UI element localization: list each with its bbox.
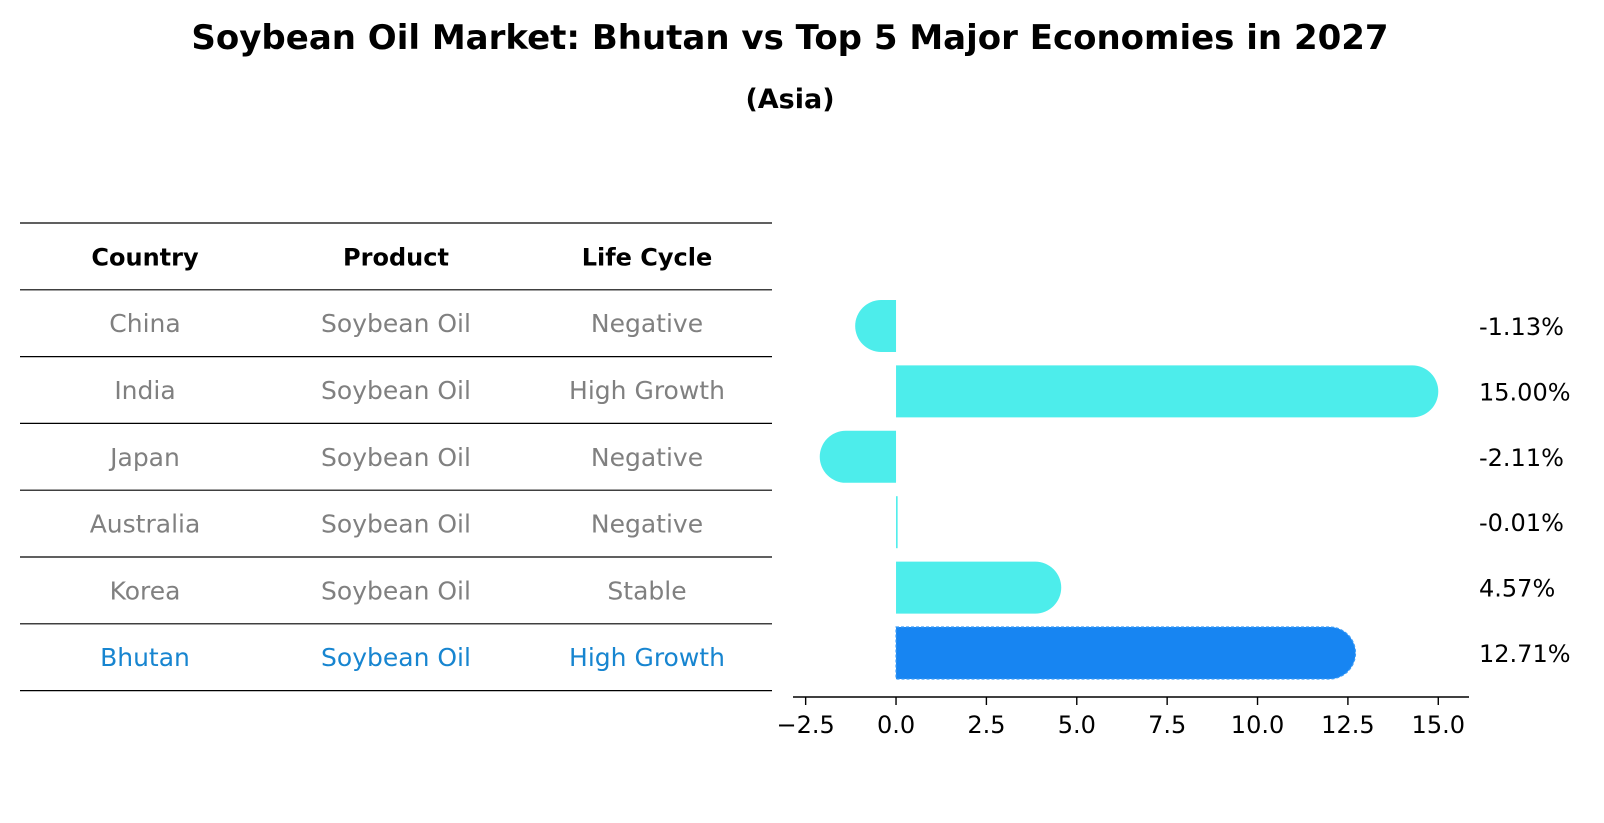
bar-australia: [896, 496, 898, 549]
table-header-cell: Product: [343, 243, 449, 271]
table-cell-product: Soybean Oil: [321, 643, 471, 672]
table-cell-life-cycle: Stable: [607, 576, 686, 605]
table-cell-country: Australia: [90, 510, 201, 539]
bar-value-label: -2.11%: [1479, 444, 1564, 472]
table-cell-country: Japan: [108, 443, 180, 472]
x-axis: −2.5 0.0 2.5 5.0 7.5 10.0 12.5 15.0: [777, 696, 1469, 739]
table-cell-life-cycle: Negative: [591, 443, 703, 472]
table-cell-country: China: [109, 309, 180, 338]
table-cell-product: Soybean Oil: [321, 443, 471, 472]
x-tick-label: 10.0: [1231, 711, 1284, 739]
table-cell-life-cycle: Negative: [591, 309, 703, 338]
table-header-cell: Life Cycle: [582, 243, 713, 271]
x-tick-label: 2.5: [967, 711, 1005, 739]
table-cell-life-cycle: Negative: [591, 510, 703, 539]
bar-value-label: 4.57%: [1479, 575, 1555, 603]
chart-title: Soybean Oil Market: Bhutan vs Top 5 Majo…: [191, 18, 1388, 58]
bar-plot: -1.13% 15.00% -2.11% -0.01% 4.57% 12.71%: [819, 300, 1571, 680]
bar-bhutan: [895, 626, 1357, 680]
x-tick-label: −2.5: [777, 711, 835, 739]
x-tick-label: 7.5: [1148, 711, 1186, 739]
x-tick-label: 12.5: [1321, 711, 1374, 739]
bar-india: [896, 365, 1439, 418]
x-tick-label: 15.0: [1412, 711, 1465, 739]
table-cell-life-cycle: High Growth: [569, 376, 725, 405]
x-tick-label: 5.0: [1058, 711, 1096, 739]
table-cell-product: Soybean Oil: [321, 510, 471, 539]
table-cell-country: Bhutan: [100, 643, 190, 672]
table-cell-country: Korea: [110, 576, 181, 605]
table-header-cell: Country: [91, 243, 199, 271]
table-cell-product: Soybean Oil: [321, 309, 471, 338]
bar-value-label: -0.01%: [1479, 509, 1564, 537]
data-table: Country Product Life Cycle China Soybean Oil…: [20, 222, 772, 692]
bar-japan: [819, 430, 897, 483]
bar-korea: [896, 561, 1062, 614]
table-cell-life-cycle: High Growth: [569, 643, 725, 672]
bar-value-label: 15.00%: [1479, 378, 1571, 406]
bar-china: [855, 300, 897, 352]
chart-subtitle: (Asia): [745, 84, 834, 115]
table-cell-country: India: [114, 376, 175, 405]
table-cell-product: Soybean Oil: [321, 376, 471, 405]
bar-value-label: -1.13%: [1479, 313, 1564, 341]
table-cell-product: Soybean Oil: [321, 576, 471, 605]
x-tick-label: 0.0: [877, 711, 915, 739]
bar-value-label: 12.71%: [1479, 640, 1571, 668]
